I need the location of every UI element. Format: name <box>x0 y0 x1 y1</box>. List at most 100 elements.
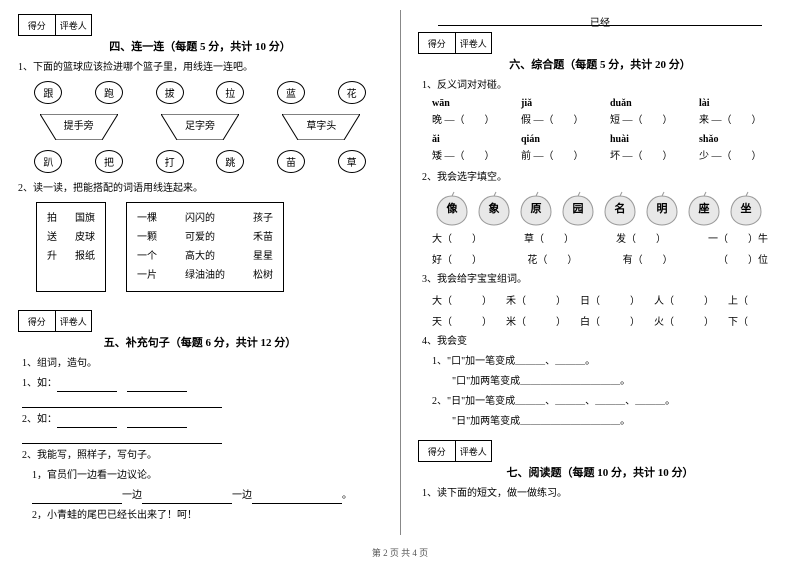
left-column: 得分 评卷人 四、连一连（每题 5 分，共计 10 分） 1、下面的篮球应该捡进… <box>0 0 400 565</box>
grader-label: 评卷人 <box>456 441 492 461</box>
apple-item: 原 <box>516 190 556 226</box>
comb-cell: 上（ <box>728 292 768 307</box>
blank-line <box>57 381 117 392</box>
comb-cell: 人（ ） <box>654 292 714 307</box>
pinyin: jiǎ <box>521 98 604 109</box>
apple-char: 坐 <box>741 200 752 216</box>
char-blank: 少 —（ ） <box>699 147 782 162</box>
m-cell: 一个 <box>137 247 167 266</box>
m-cell: 孩子 <box>253 209 273 228</box>
comb-cell: 草（ ） <box>524 230 574 245</box>
circle-item: 拔 <box>156 81 184 104</box>
apple-item: 象 <box>474 190 514 226</box>
comb-cell: 有（ ） <box>623 251 673 266</box>
blank-line <box>57 417 117 428</box>
circle-item: 趴 <box>34 150 62 173</box>
sec5-q1b: 2、如： <box>22 412 382 444</box>
q2-line-1: 大（ ） 草（ ） 发（ ） 一（ ）牛 <box>418 230 782 245</box>
m-cell: 禾苗 <box>253 228 273 247</box>
score-box-sec4: 得分 评卷人 <box>18 14 92 36</box>
m-cell: 一片 <box>137 266 167 285</box>
sec4-q2: 2、读一读，把能搭配的词语用线连起来。 <box>18 181 382 196</box>
apple-item: 名 <box>600 190 640 226</box>
m-cell: 皮球 <box>75 228 95 247</box>
pinyin: shǎo <box>699 134 782 145</box>
comb-cell: 一（ ）牛 <box>708 230 768 245</box>
right-column: 已经 得分 评卷人 六、综合题（每题 5 分，共计 20 分） 1、反义词对对碰… <box>400 0 800 565</box>
tpl-word: 一边 <box>122 490 142 501</box>
sec6-title: 六、综合题（每题 5 分，共计 20 分） <box>418 56 782 72</box>
apple-char: 明 <box>657 200 668 216</box>
top-label: 已经 <box>590 18 610 29</box>
blank-line <box>127 381 187 392</box>
char-blank: 来 —（ ） <box>699 111 782 126</box>
pinyin-row-1: wān jiǎ duǎn lài <box>418 98 782 109</box>
apple-char: 原 <box>531 200 542 216</box>
pinyin-row-2: ǎi qián huài shǎo <box>418 134 782 145</box>
pinyin: ǎi <box>432 134 515 145</box>
circle-item: 蓝 <box>277 81 305 104</box>
page-footer: 第 2 页 共 4 页 <box>0 546 800 559</box>
pinyin: duǎn <box>610 98 693 109</box>
char-blank: 假 —（ ） <box>521 111 604 126</box>
q4-line-4: "日"加两笔变成＿＿＿＿＿＿＿＿＿＿。 <box>432 414 782 430</box>
comb-cell: 火（ ） <box>654 313 714 328</box>
grader-label: 评卷人 <box>56 15 92 35</box>
sec4-q1: 1、下面的篮球应该捡进哪个篮子里，用线连一连吧。 <box>18 60 382 75</box>
q-prefix: 2、如： <box>22 414 57 425</box>
blank-line <box>252 493 342 504</box>
sec6-q1: 1、反义词对对碰。 <box>422 78 782 94</box>
comb-cell: 白（ ） <box>580 313 640 328</box>
circle-item: 草 <box>338 150 366 173</box>
char-blank: 矮 —（ ） <box>432 147 515 162</box>
apple-row: 像 象 原 园 名 明 座 坐 <box>418 190 782 226</box>
sec6-q2: 2、我会选字填空。 <box>422 170 782 186</box>
match-box-1: 拍国旗 送皮球 升报纸 <box>36 202 106 292</box>
apple-item: 园 <box>558 190 598 226</box>
trap-item: 草字头 <box>282 114 360 140</box>
comb-cell: 日（ ） <box>580 292 640 307</box>
m-cell: 国旗 <box>75 209 95 228</box>
match-boxes: 拍国旗 送皮球 升报纸 一棵闪闪的孩子 一颗可爱的禾苗 一个高大的星星 一片绿油… <box>18 202 382 292</box>
sec5-q1a: 1、如： <box>22 376 382 408</box>
sec6-q4: 4、我会变 <box>422 334 782 350</box>
q4-line-2: "口"加两笔变成＿＿＿＿＿＿＿＿＿＿。 <box>432 374 782 390</box>
m-cell: 一颗 <box>137 228 167 247</box>
comb-cell: 大（ ） <box>432 230 482 245</box>
m-cell: 闪闪的 <box>185 209 235 228</box>
apple-char: 象 <box>489 200 500 216</box>
char-row-1: 晚 —（ ） 假 —（ ） 短 —（ ） 来 —（ ） <box>418 111 782 126</box>
trap-item: 提手旁 <box>40 114 118 140</box>
apple-item: 明 <box>642 190 682 226</box>
circle-item: 花 <box>338 81 366 104</box>
circle-item: 跑 <box>95 81 123 104</box>
pinyin: huài <box>610 134 693 145</box>
char-blank: 坏 —（ ） <box>610 147 693 162</box>
pinyin: qián <box>521 134 604 145</box>
m-cell: 高大的 <box>185 247 235 266</box>
q3-row-2: 天（ ） 米（ ） 白（ ） 火（ ） 下（ <box>418 313 782 328</box>
circle-item: 打 <box>156 150 184 173</box>
char-blank: 短 —（ ） <box>610 111 693 126</box>
m-cell: 一棵 <box>137 209 167 228</box>
trap-item: 足字旁 <box>161 114 239 140</box>
trap-row: 提手旁 足字旁 草字头 <box>18 114 382 140</box>
grader-label: 评卷人 <box>56 311 92 331</box>
trap-shape-icon <box>161 114 239 140</box>
apple-char: 像 <box>447 200 458 216</box>
sec5-title: 五、补充句子（每题 6 分，共计 12 分） <box>18 334 382 350</box>
comb-cell: 好（ ） <box>432 251 482 266</box>
blank-line <box>32 493 122 504</box>
apple-char: 名 <box>615 200 626 216</box>
m-cell: 拍 <box>47 209 57 228</box>
m-cell: 送 <box>47 228 57 247</box>
circle-item: 跳 <box>216 150 244 173</box>
comb-cell: 米（ ） <box>506 313 566 328</box>
pinyin: wān <box>432 98 515 109</box>
score-box-sec5: 得分 评卷人 <box>18 310 92 332</box>
score-label: 得分 <box>419 441 456 461</box>
comb-cell: 发（ ） <box>616 230 666 245</box>
char-blank: 晚 —（ ） <box>432 111 515 126</box>
pinyin: lài <box>699 98 782 109</box>
circle-item: 把 <box>95 150 123 173</box>
